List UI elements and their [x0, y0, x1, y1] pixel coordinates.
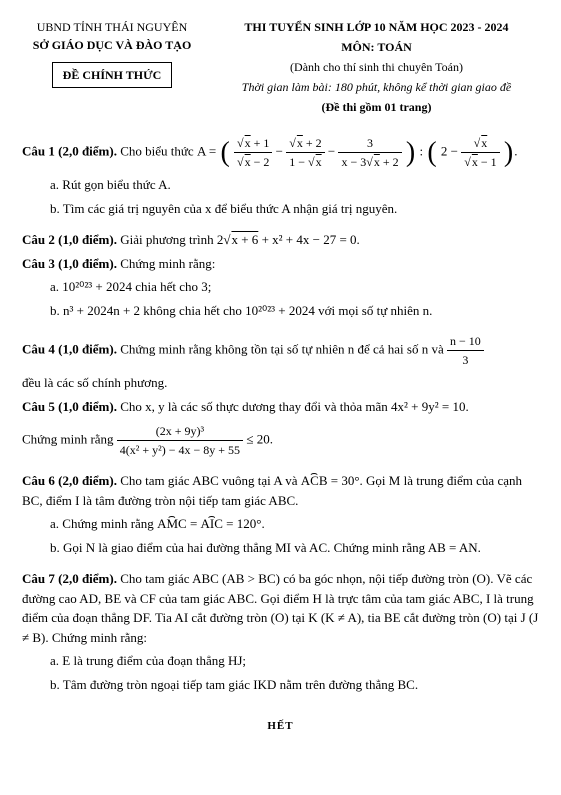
q3-text: Chứng minh rằng: [120, 256, 215, 271]
q5-frac: (2x + 9y)³4(x² + y²) − 4x − 8y + 55 [117, 422, 243, 459]
org-province: UBND TỈNH THÁI NGUYÊN [22, 18, 202, 36]
q2-sqrt: √x + 6 [223, 232, 258, 247]
q2-text: Giải phương trình 2 [120, 232, 223, 247]
q3-a: a. 10²⁰²³ + 2024 chia hết cho 3; [50, 277, 539, 297]
q5-prove: Chứng minh rằng [22, 431, 117, 446]
q3-title: Câu 3 (1,0 điểm). [22, 256, 117, 271]
exam-pages: (Đề thi gồm 01 trang) [214, 98, 539, 116]
exam-subject: MÔN: TOÁN [214, 38, 539, 56]
question-6: Câu 6 (2,0 điểm). Cho tam giác ABC vuông… [22, 471, 539, 557]
q6-title: Câu 6 (2,0 điểm). [22, 473, 117, 488]
content: Câu 1 (2,0 điểm). Cho biểu thức A = ( √x… [22, 134, 539, 694]
org-department: SỞ GIÁO DỤC VÀ ĐÀO TẠO [22, 36, 202, 54]
exam-time: Thời gian làm bài: 180 phút, không kể th… [214, 78, 539, 96]
q6-a1: a. Chứng minh rằng [50, 516, 157, 531]
q5-text: Cho x, y là các số thực dương thay đổi v… [120, 399, 469, 414]
question-2: Câu 2 (1,0 điểm). Giải phương trình 2√x … [22, 230, 539, 250]
q6-amc: AMC [157, 514, 187, 534]
q1-a: a. Rút gọn biểu thức A. [50, 175, 539, 195]
q4-text2: đều là các số chính phương. [22, 373, 539, 393]
question-4: Câu 4 (1,0 điểm). Chứng minh rằng không … [22, 332, 539, 393]
footer-end: HẾT [22, 718, 539, 735]
q1-b: b. Tìm các giá trị nguyên của x để biểu … [50, 199, 539, 219]
q1-title: Câu 1 (2,0 điểm). [22, 143, 117, 158]
q6-acb: ACB [301, 471, 328, 491]
q7-b: b. Tâm đường tròn ngoại tiếp tam giác IK… [50, 675, 539, 695]
q6-aic: AIC [201, 514, 223, 534]
q5-title: Câu 5 (1,0 điểm). [22, 399, 117, 414]
question-1: Câu 1 (2,0 điểm). Cho biểu thức A = ( √x… [22, 134, 539, 218]
q6-text1: Cho tam giác ABC vuông tại A và [120, 473, 301, 488]
q6-a: a. Chứng minh rằng AMC = AIC = 120°. [50, 514, 539, 534]
q5-prove-line: Chứng minh rằng (2x + 9y)³4(x² + y²) − 4… [22, 422, 539, 459]
header: UBND TỈNH THÁI NGUYÊN SỞ GIÁO DỤC VÀ ĐÀO… [22, 18, 539, 116]
q1-expression: A = ( √x + 1√x − 2 − √x + 21 − √x − 3x −… [197, 134, 518, 171]
q3-b: b. n³ + 2024n + 2 không chia hết cho 10²… [50, 301, 539, 321]
exam-note: (Dành cho thí sinh thi chuyên Toán) [214, 58, 539, 76]
q2-text2: + x² + 4x − 27 = 0. [258, 232, 359, 247]
q2-title: Câu 2 (1,0 điểm). [22, 232, 117, 247]
q4-title: Câu 4 (1,0 điểm). [22, 341, 117, 356]
question-3: Câu 3 (1,0 điểm). Chứng minh rằng: a. 10… [22, 254, 539, 321]
q4-frac: n − 103 [447, 332, 484, 369]
q6-b: b. Gọi N là giao điểm của hai đường thẳn… [50, 538, 539, 558]
question-7: Câu 7 (2,0 điểm). Cho tam giác ABC (AB >… [22, 569, 539, 694]
question-5: Câu 5 (1,0 điểm). Cho x, y là các số thự… [22, 397, 539, 460]
q7-a: a. E là trung điểm của đoạn thẳng HJ; [50, 651, 539, 671]
header-left: UBND TỈNH THÁI NGUYÊN SỞ GIÁO DỤC VÀ ĐÀO… [22, 18, 202, 116]
official-box: ĐỀ CHÍNH THỨC [52, 62, 173, 88]
header-right: THI TUYỂN SINH LỚP 10 NĂM HỌC 2023 - 202… [214, 18, 539, 116]
q7-title: Câu 7 (2,0 điểm). [22, 571, 117, 586]
q1-intro: Cho biểu thức [120, 143, 197, 158]
q6-a2: = 120°. [226, 516, 265, 531]
q4-text1: Chứng minh rằng không tồn tại số tự nhiê… [120, 341, 447, 356]
q5-tail: ≤ 20. [246, 431, 273, 446]
exam-title: THI TUYỂN SINH LỚP 10 NĂM HỌC 2023 - 202… [214, 18, 539, 36]
